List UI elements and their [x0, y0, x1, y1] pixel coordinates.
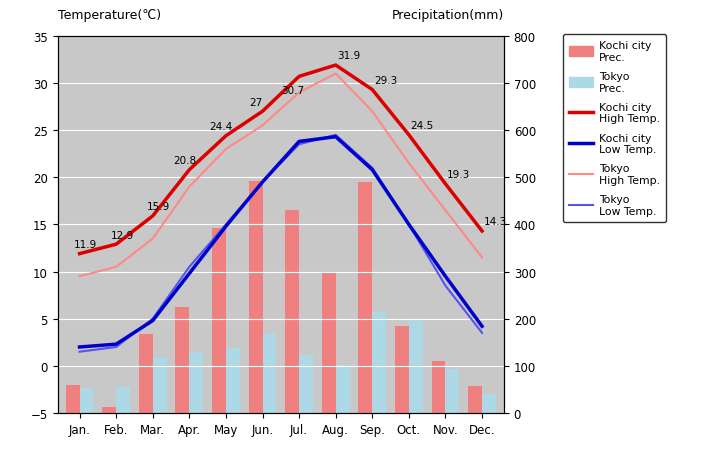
Bar [336, 365, 350, 413]
Bar [79, 389, 94, 413]
Text: Temperature(℃): Temperature(℃) [58, 9, 161, 22]
Text: 27: 27 [250, 97, 263, 107]
Text: 31.9: 31.9 [338, 51, 361, 62]
Bar [372, 312, 386, 413]
Bar [176, 308, 189, 413]
Bar [482, 394, 496, 413]
Bar [431, 361, 446, 413]
Legend: Kochi city
Prec., Tokyo
Prec., Kochi city
High Temp., Kochi city
Low Temp., Toky: Kochi city Prec., Tokyo Prec., Kochi cit… [563, 34, 666, 223]
Text: 15.9: 15.9 [148, 202, 171, 212]
Bar [116, 387, 130, 413]
Bar [139, 334, 153, 413]
Text: 20.8: 20.8 [173, 156, 196, 166]
Text: 11.9: 11.9 [74, 240, 97, 250]
Text: 14.3: 14.3 [484, 217, 507, 227]
Bar [409, 320, 423, 413]
Bar [322, 272, 336, 413]
Text: 24.4: 24.4 [210, 122, 233, 132]
Bar [263, 334, 276, 413]
Bar [102, 407, 116, 413]
Bar [285, 211, 299, 413]
Bar [226, 348, 240, 413]
Bar [248, 182, 263, 413]
Bar [153, 358, 166, 413]
Bar [299, 356, 313, 413]
Bar [189, 352, 203, 413]
Bar [359, 183, 372, 413]
Text: 29.3: 29.3 [374, 76, 397, 86]
Bar [66, 385, 79, 413]
Text: 30.7: 30.7 [281, 86, 304, 96]
Bar [446, 369, 459, 413]
Bar [212, 229, 226, 413]
Bar [395, 326, 409, 413]
Bar [468, 386, 482, 413]
Text: Precipitation(mm): Precipitation(mm) [392, 9, 504, 22]
Text: 24.5: 24.5 [410, 121, 434, 131]
Text: 12.9: 12.9 [111, 230, 134, 240]
Text: 19.3: 19.3 [447, 170, 471, 180]
